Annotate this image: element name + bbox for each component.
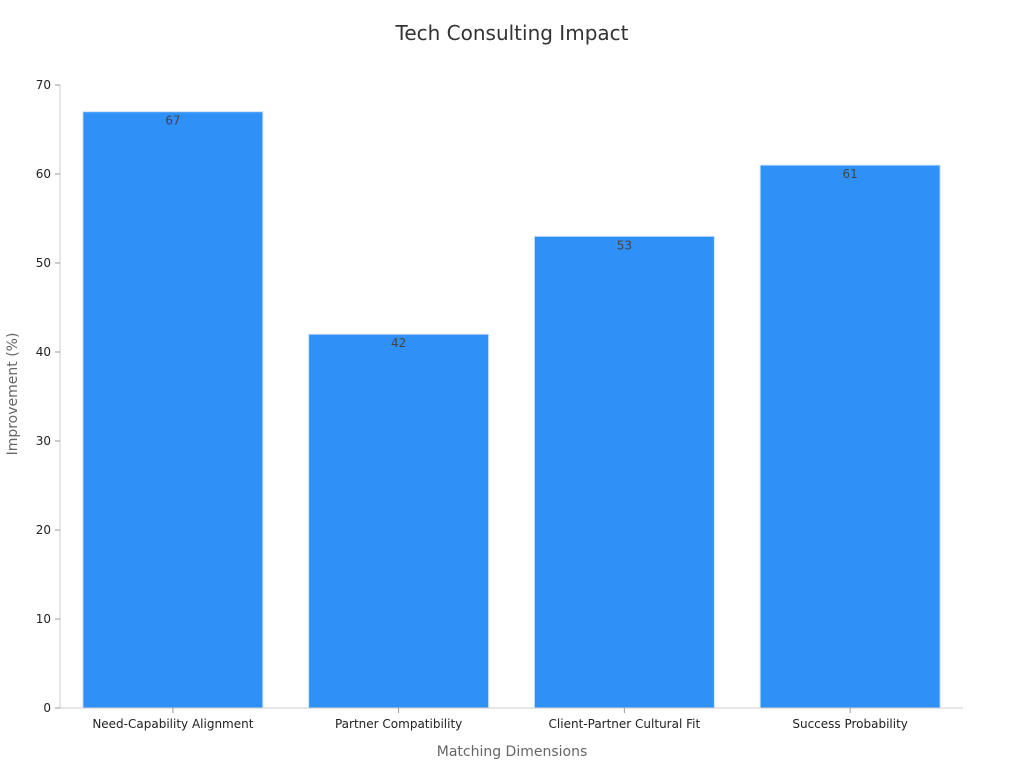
bars-group — [82, 111, 941, 709]
y-tick-label: 30 — [36, 434, 51, 448]
y-tick-label: 60 — [36, 167, 51, 181]
y-axis-title: Improvement (%) — [5, 333, 21, 456]
y-tick-label: 20 — [36, 523, 51, 537]
y-tick-label: 0 — [43, 701, 51, 715]
x-tick-label: Need-Capability Alignment — [92, 717, 253, 731]
bar-value-label: 42 — [391, 336, 406, 350]
x-tick-label: Success Probability — [792, 717, 908, 731]
x-tick-label: Client-Partner Cultural Fit — [549, 717, 701, 731]
y-tick-label: 50 — [36, 256, 51, 270]
y-tick-label: 10 — [36, 612, 51, 626]
x-tick-label: Partner Compatibility — [335, 717, 462, 731]
axes-group: 0 10 20 30 40 50 60 70 Need-Capability Alignment… — [36, 78, 963, 731]
labels-group: 67 42 53 61 — [165, 114, 858, 351]
chart-title: Tech Consulting Impact — [395, 21, 629, 45]
bar — [308, 333, 490, 709]
bar-value-label: 61 — [842, 167, 857, 181]
bar-value-label: 67 — [165, 114, 180, 128]
bar — [533, 235, 715, 709]
bar-value-label: 53 — [617, 238, 632, 252]
bar — [759, 164, 941, 709]
bar — [82, 111, 264, 709]
y-tick-label: 70 — [36, 78, 51, 92]
y-tick-label: 40 — [36, 345, 51, 359]
x-axis-title: Matching Dimensions — [437, 744, 588, 760]
